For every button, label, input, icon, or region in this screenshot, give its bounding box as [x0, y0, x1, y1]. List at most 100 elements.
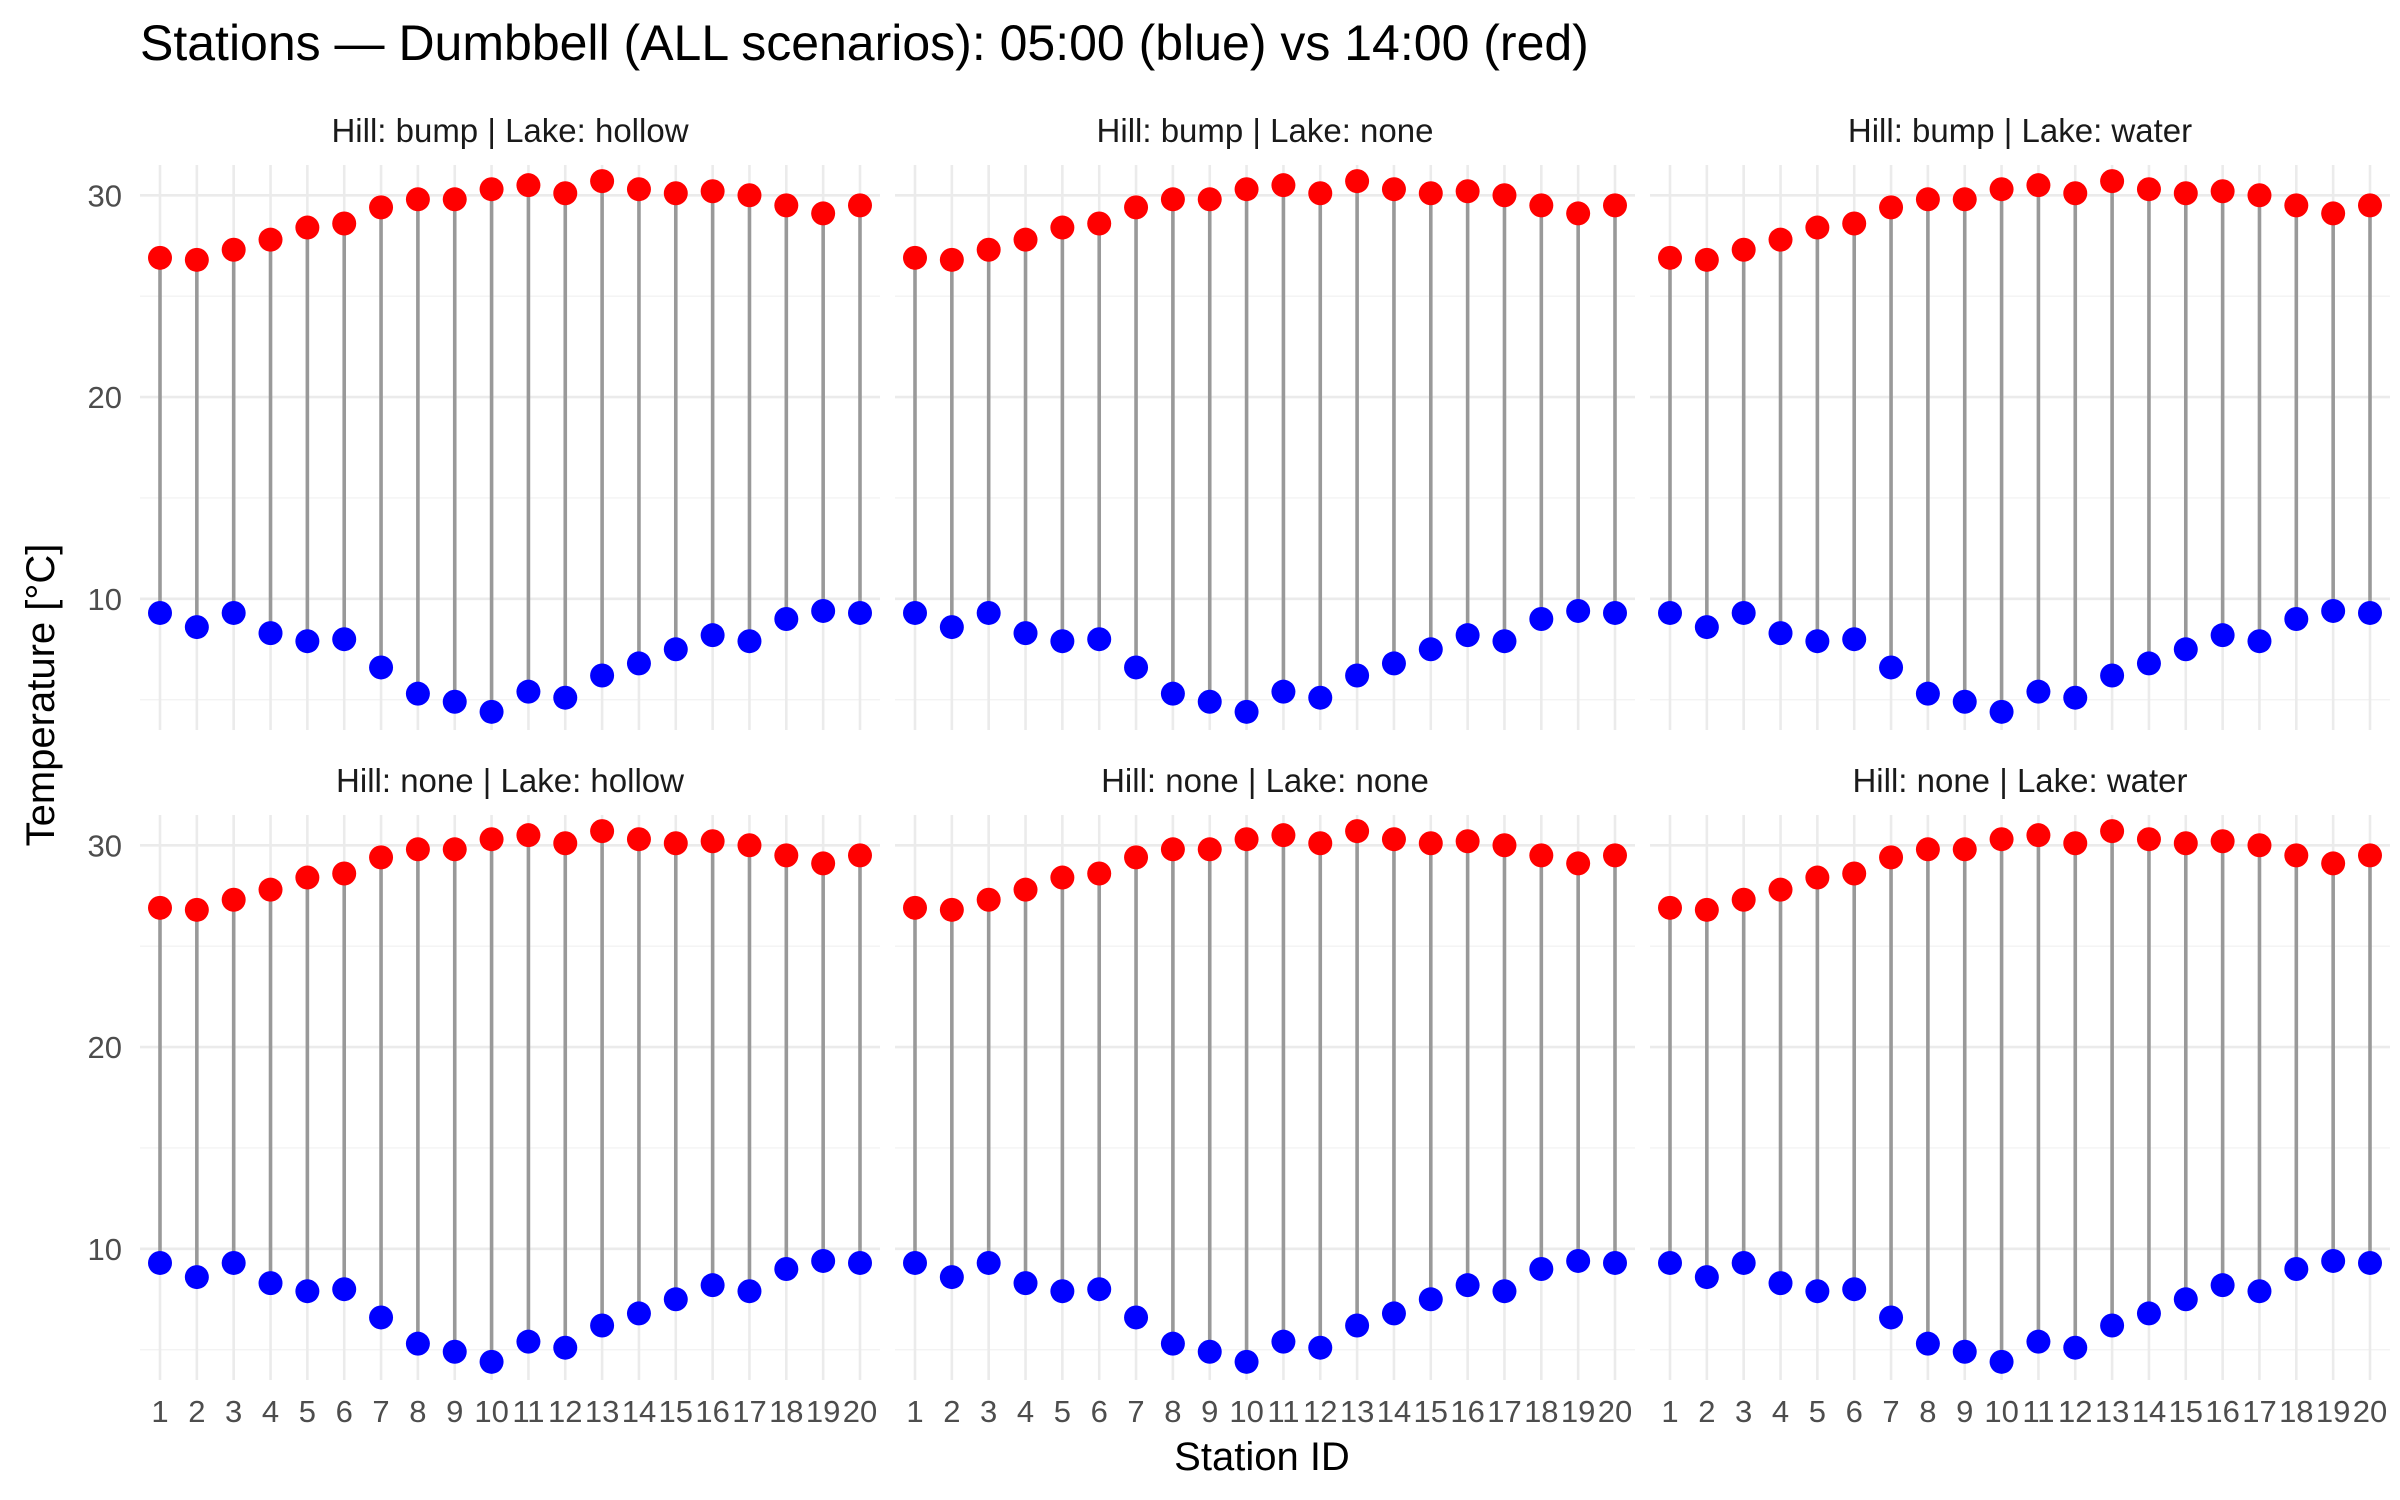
point-1400	[1566, 201, 1591, 226]
point-1400	[939, 897, 964, 922]
y-tick-label: 30	[88, 178, 122, 213]
point-0500	[1952, 689, 1977, 714]
point-1400	[903, 245, 927, 270]
point-1400	[1658, 245, 1682, 270]
point-0500	[1308, 1335, 1333, 1360]
point-0500	[2247, 1279, 2272, 1304]
point-0500	[903, 1250, 927, 1275]
x-tick-label: 17	[732, 1394, 766, 1429]
point-0500	[700, 623, 725, 648]
point-1400	[442, 187, 467, 212]
x-tick-label: 11	[2022, 1394, 2054, 1429]
point-1400	[2210, 179, 2235, 204]
x-tick-label: 4	[1017, 1394, 1034, 1429]
point-0500	[369, 655, 394, 680]
point-0500	[184, 1265, 209, 1290]
point-1400	[295, 865, 320, 890]
x-tick-label: 6	[1091, 1394, 1108, 1429]
x-tick-label: 15	[1414, 1394, 1448, 1429]
x-tick-label: 7	[1882, 1394, 1899, 1429]
point-0500	[369, 1305, 394, 1330]
point-1400	[1879, 845, 1904, 870]
point-1400	[1381, 827, 1406, 852]
point-1400	[2136, 827, 2161, 852]
x-tick-label: 10	[474, 1394, 508, 1429]
x-tick-label: 1	[151, 1394, 168, 1429]
point-1400	[2284, 843, 2309, 868]
point-1400	[2173, 831, 2198, 856]
point-0500	[1694, 1265, 1719, 1290]
point-0500	[1345, 663, 1370, 688]
point-0500	[148, 600, 172, 625]
x-tick-label: 13	[585, 1394, 619, 1429]
point-1400	[332, 861, 357, 886]
point-1400	[663, 831, 688, 856]
point-0500	[1013, 621, 1038, 646]
point-0500	[332, 627, 357, 652]
point-1400	[663, 181, 688, 206]
point-1400	[1455, 829, 1480, 854]
point-1400	[737, 183, 762, 208]
point-0500	[1842, 627, 1867, 652]
point-1400	[1455, 179, 1480, 204]
point-0500	[2210, 1273, 2235, 1298]
point-1400	[1731, 237, 1756, 262]
point-1400	[1013, 877, 1038, 902]
x-tick-label: 8	[409, 1394, 426, 1429]
point-1400	[1805, 215, 1830, 240]
point-0500	[405, 1331, 430, 1356]
x-tick-label: 16	[2205, 1394, 2239, 1429]
point-1400	[332, 211, 357, 236]
point-1400	[1087, 861, 1112, 886]
x-tick-label: 20	[843, 1394, 877, 1429]
point-1400	[848, 843, 872, 868]
facet-strip-label: Hill: bump | Lake: water	[1848, 112, 2192, 149]
point-0500	[1381, 1301, 1406, 1326]
x-tick-label: 10	[1984, 1394, 2018, 1429]
point-1400	[2358, 193, 2382, 218]
point-0500	[1160, 681, 1185, 706]
point-0500	[1768, 621, 1793, 646]
point-0500	[1805, 1279, 1830, 1304]
point-1400	[1345, 169, 1370, 194]
point-0500	[1805, 629, 1830, 654]
point-1400	[1952, 837, 1977, 862]
point-0500	[1197, 689, 1222, 714]
point-1400	[516, 823, 541, 848]
point-0500	[2358, 1250, 2382, 1275]
point-1400	[221, 887, 246, 912]
point-0500	[1658, 1250, 1682, 1275]
x-tick-label: 7	[372, 1394, 389, 1429]
point-1400	[1842, 861, 1867, 886]
point-0500	[2026, 679, 2051, 704]
x-tick-label: 19	[2316, 1394, 2350, 1429]
point-1400	[2063, 831, 2088, 856]
point-0500	[1694, 615, 1719, 640]
point-1400	[774, 193, 799, 218]
point-1400	[2210, 829, 2235, 854]
x-tick-label: 11	[512, 1394, 544, 1429]
point-1400	[2247, 183, 2272, 208]
point-1400	[1050, 215, 1075, 240]
point-1400	[1989, 177, 2014, 202]
point-0500	[811, 598, 836, 623]
point-0500	[663, 637, 688, 662]
point-1400	[258, 877, 283, 902]
point-1400	[1768, 877, 1793, 902]
point-0500	[1731, 600, 1756, 625]
point-1400	[848, 193, 872, 218]
point-1400	[626, 827, 651, 852]
x-tick-label: 9	[1201, 1394, 1218, 1429]
point-1400	[1915, 187, 1940, 212]
point-1400	[700, 179, 725, 204]
x-tick-label: 3	[980, 1394, 997, 1429]
point-0500	[2136, 1301, 2161, 1326]
point-1400	[258, 227, 283, 252]
point-0500	[976, 600, 1001, 625]
point-1400	[369, 845, 394, 870]
point-0500	[700, 1273, 725, 1298]
point-1400	[1160, 187, 1185, 212]
point-0500	[295, 629, 320, 654]
point-0500	[2210, 623, 2235, 648]
facet-panel: Hill: bump | Lake: hollow 10 20 30	[88, 112, 880, 730]
